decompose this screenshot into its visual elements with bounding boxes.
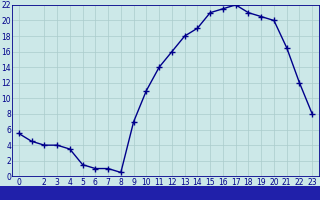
X-axis label: Graphe des températures (°c): Graphe des températures (°c) [83,188,248,199]
